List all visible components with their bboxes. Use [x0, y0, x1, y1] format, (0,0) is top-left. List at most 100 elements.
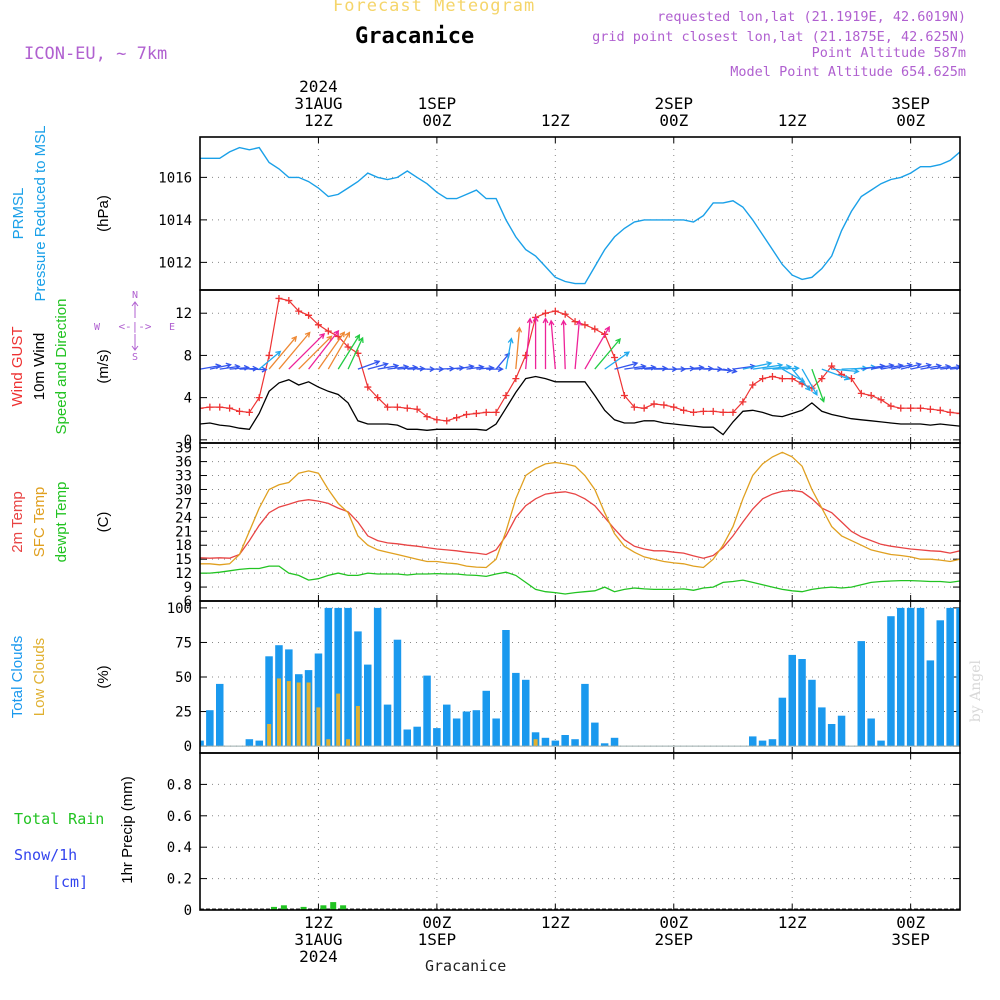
gust-point — [255, 394, 263, 402]
gust-point — [887, 402, 895, 410]
low-cloud-bar — [316, 707, 321, 747]
low-cloud-bar — [355, 706, 360, 747]
point-altitude: Point Altitude 587m — [811, 45, 966, 61]
gust-point — [670, 403, 678, 411]
gust-point — [581, 321, 589, 329]
low-cloud-bar — [346, 739, 351, 747]
y-tick-label: 24 — [175, 510, 192, 526]
wind-speed-line — [200, 375, 960, 436]
wind-direction-arrow — [258, 350, 282, 370]
total-cloud-bar — [482, 690, 490, 747]
gust-point — [314, 321, 322, 329]
bottom-axis-label: 00Z — [659, 913, 688, 932]
y-tick-label: 0.8 — [167, 777, 192, 793]
gust-point — [275, 294, 283, 302]
total-cloud-bar — [936, 620, 944, 746]
gust-point — [265, 351, 273, 359]
total-cloud-bar — [531, 732, 540, 747]
plot-area — [200, 607, 960, 747]
bottom-axis-label: 1SEP — [418, 930, 457, 949]
requested-coordinates: requested lon,lat (21.1919E, 42.6019N) — [657, 9, 966, 25]
y-axis-title: Speed and Direction — [53, 299, 70, 435]
total-cloud-bar — [383, 704, 392, 747]
wind-direction-arrow — [525, 317, 533, 370]
total-cloud-bar — [512, 672, 520, 747]
gust-point — [917, 404, 925, 412]
bottom-axis-label: 2024 — [299, 947, 338, 966]
wind-direction-arrow — [772, 365, 800, 372]
wind-direction-arrow — [337, 333, 361, 370]
total-cloud-bar — [798, 659, 806, 747]
bottom-axis-label: 00Z — [422, 913, 451, 932]
total-cloud-bar — [373, 607, 382, 747]
y-axis-title: Pressure Reduced to MSL — [32, 126, 49, 302]
chart-title: Forecast Meteogram — [333, 0, 536, 16]
gust-point — [206, 403, 214, 411]
y-tick-label: 0 — [184, 903, 192, 919]
gust-point — [305, 311, 313, 319]
top-axis-label: 12Z — [541, 111, 570, 130]
top-axis-label: 00Z — [422, 111, 451, 130]
rain-bar — [280, 905, 287, 910]
wind-direction-arrow — [308, 329, 340, 370]
wind-direction-arrow — [532, 315, 539, 370]
low-cloud-bar — [296, 682, 301, 747]
gust-point — [660, 401, 668, 409]
wind-gust-line — [200, 297, 960, 422]
y-axis-unit: (m/s) — [95, 349, 112, 383]
rain-bar — [330, 902, 337, 910]
wind-direction-arrow — [959, 368, 960, 370]
plot-area — [200, 146, 960, 285]
panel-frame — [199, 136, 961, 291]
top-axis-label: 2024 — [299, 77, 338, 96]
total-cloud-bar — [216, 683, 224, 747]
gust-point — [611, 354, 619, 362]
y-tick-label: 1016 — [158, 170, 192, 186]
bottom-axis-label: 12Z — [778, 913, 807, 932]
y-axis-title: PRMSL — [10, 188, 27, 240]
gust-point — [778, 375, 786, 383]
compass-arrows: <-|-> — [118, 320, 151, 333]
gust-point — [413, 405, 421, 413]
gust-point — [462, 411, 470, 419]
wind-direction-arrow — [327, 331, 351, 370]
y-tick-label: 12 — [175, 306, 192, 322]
y-tick-label: 27 — [175, 496, 192, 512]
wind-direction-arrow — [811, 368, 826, 403]
gust-point — [393, 403, 401, 411]
location-title: Gracanice — [355, 24, 475, 49]
wind-direction-arrow — [900, 362, 923, 370]
low-cloud-bar — [306, 682, 311, 747]
wind-direction-arrow — [560, 319, 567, 370]
y-tick-label: 33 — [175, 469, 192, 485]
footer-location: Gracanice — [425, 957, 507, 975]
total-cloud-bar — [206, 710, 214, 747]
total-cloud-bar — [541, 737, 550, 747]
plot-area — [200, 902, 960, 910]
model-point-altitude: Model Point Altitude 654.625m — [730, 64, 966, 80]
gust-point — [690, 408, 698, 416]
compass-rose: N W <-|-> E S — [94, 290, 175, 363]
top-axis-label: 3SEP — [891, 94, 930, 113]
y-tick-label: 8 — [184, 348, 192, 364]
compass-east: E — [169, 322, 175, 333]
gust-point — [541, 309, 549, 317]
total-cloud-bar — [571, 739, 579, 747]
plot-area — [200, 451, 960, 595]
total-cloud-bar — [749, 736, 757, 747]
gust-point — [216, 403, 224, 411]
compass-west: W — [94, 322, 101, 333]
top-axis-label: 31AUG — [294, 94, 342, 113]
gust-point — [699, 407, 707, 415]
bottom-axis-label: 12Z — [304, 913, 333, 932]
gust-point — [768, 373, 776, 381]
total-cloud-bar — [788, 654, 796, 747]
temp-sfc-line — [200, 451, 960, 569]
total-cloud-bar — [393, 639, 402, 747]
wind-direction-arrow — [614, 361, 639, 370]
total-cloud-bar — [452, 718, 461, 747]
